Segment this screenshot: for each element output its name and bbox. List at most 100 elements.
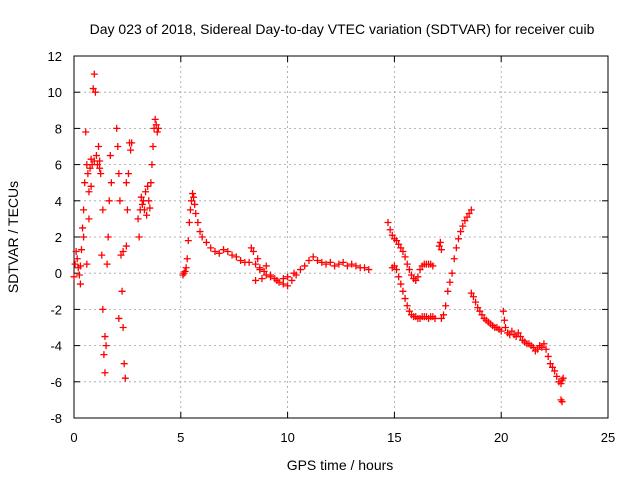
data-point — [339, 258, 347, 266]
data-point — [120, 360, 128, 368]
data-point — [232, 253, 240, 261]
data-point — [101, 369, 109, 377]
data-point — [429, 262, 437, 270]
data-point — [249, 247, 257, 255]
data-point — [256, 264, 264, 272]
data-point — [152, 121, 160, 129]
data-point — [405, 307, 413, 315]
grid-lines — [74, 56, 608, 418]
data-point — [553, 372, 561, 380]
data-point — [360, 264, 368, 272]
data-point — [501, 324, 509, 331]
data-point — [245, 258, 253, 266]
data-point — [194, 219, 202, 227]
data-point — [252, 276, 260, 284]
data-point — [145, 197, 153, 205]
data-point — [113, 124, 121, 132]
data-point — [461, 217, 469, 225]
data-point — [463, 213, 471, 221]
y-tick-label: -8 — [50, 411, 62, 426]
data-point — [77, 246, 85, 254]
data-point — [284, 273, 292, 281]
data-point — [97, 170, 105, 178]
data-point — [540, 340, 548, 348]
data-point — [144, 182, 152, 190]
data-point — [189, 190, 197, 198]
data-point — [90, 70, 98, 78]
data-point — [296, 266, 304, 274]
data-point — [147, 179, 155, 187]
data-point — [83, 260, 91, 268]
data-point — [151, 115, 159, 123]
y-tick-label: -2 — [50, 302, 62, 317]
data-point — [202, 238, 210, 246]
data-point — [414, 273, 422, 281]
data-point — [467, 206, 475, 214]
data-point — [440, 311, 448, 319]
data-point — [105, 197, 113, 205]
data-point — [499, 307, 507, 315]
data-point — [154, 124, 162, 132]
x-tick-label: 20 — [494, 430, 508, 445]
data-point — [405, 266, 413, 274]
data-point — [262, 262, 270, 270]
data-point — [448, 269, 456, 277]
data-point — [551, 367, 559, 375]
data-point — [123, 206, 131, 214]
data-point — [224, 247, 232, 255]
data-point — [215, 249, 223, 257]
data-point — [435, 242, 443, 250]
data-point — [559, 374, 567, 382]
data-point — [127, 146, 135, 154]
data-point — [85, 215, 93, 223]
data-point — [114, 143, 122, 150]
data-point — [352, 262, 360, 270]
data-point — [267, 271, 275, 279]
data-point — [115, 170, 123, 178]
data-point — [544, 352, 552, 360]
axis-ticks — [73, 55, 609, 419]
data-point — [137, 193, 145, 201]
data-point — [403, 260, 411, 268]
data-point — [190, 193, 198, 201]
data-point — [252, 260, 260, 268]
data-point — [397, 280, 405, 288]
data-point — [76, 280, 84, 288]
data-point — [135, 233, 143, 241]
data-point — [198, 233, 206, 241]
data-point — [305, 257, 313, 265]
data-point — [153, 128, 161, 136]
data-point — [181, 267, 189, 275]
data-point — [469, 293, 477, 301]
data-point — [207, 244, 215, 252]
data-point — [322, 260, 330, 268]
x-tick-label: 0 — [70, 430, 77, 445]
data-point — [118, 287, 126, 295]
data-series-cuib — [70, 70, 567, 406]
data-point — [273, 276, 281, 284]
y-tick-label: 0 — [55, 266, 62, 281]
data-point — [558, 398, 566, 406]
data-point — [228, 251, 236, 259]
data-point — [403, 302, 411, 310]
data-point — [497, 327, 505, 335]
data-point — [183, 255, 191, 263]
data-point — [348, 260, 356, 268]
data-point — [182, 264, 190, 272]
data-point — [365, 266, 373, 274]
data-point — [89, 85, 97, 93]
data-point — [446, 278, 454, 286]
data-point — [454, 235, 462, 243]
data-point — [416, 266, 424, 274]
y-tick-label: 8 — [55, 121, 62, 136]
data-point — [72, 247, 80, 255]
data-point — [116, 197, 124, 205]
data-point — [508, 327, 516, 335]
y-tick-label: 6 — [55, 158, 62, 173]
data-point — [107, 179, 115, 187]
data-point — [399, 247, 407, 255]
data-point — [452, 244, 460, 252]
data-point — [103, 260, 111, 268]
data-point — [220, 246, 228, 254]
